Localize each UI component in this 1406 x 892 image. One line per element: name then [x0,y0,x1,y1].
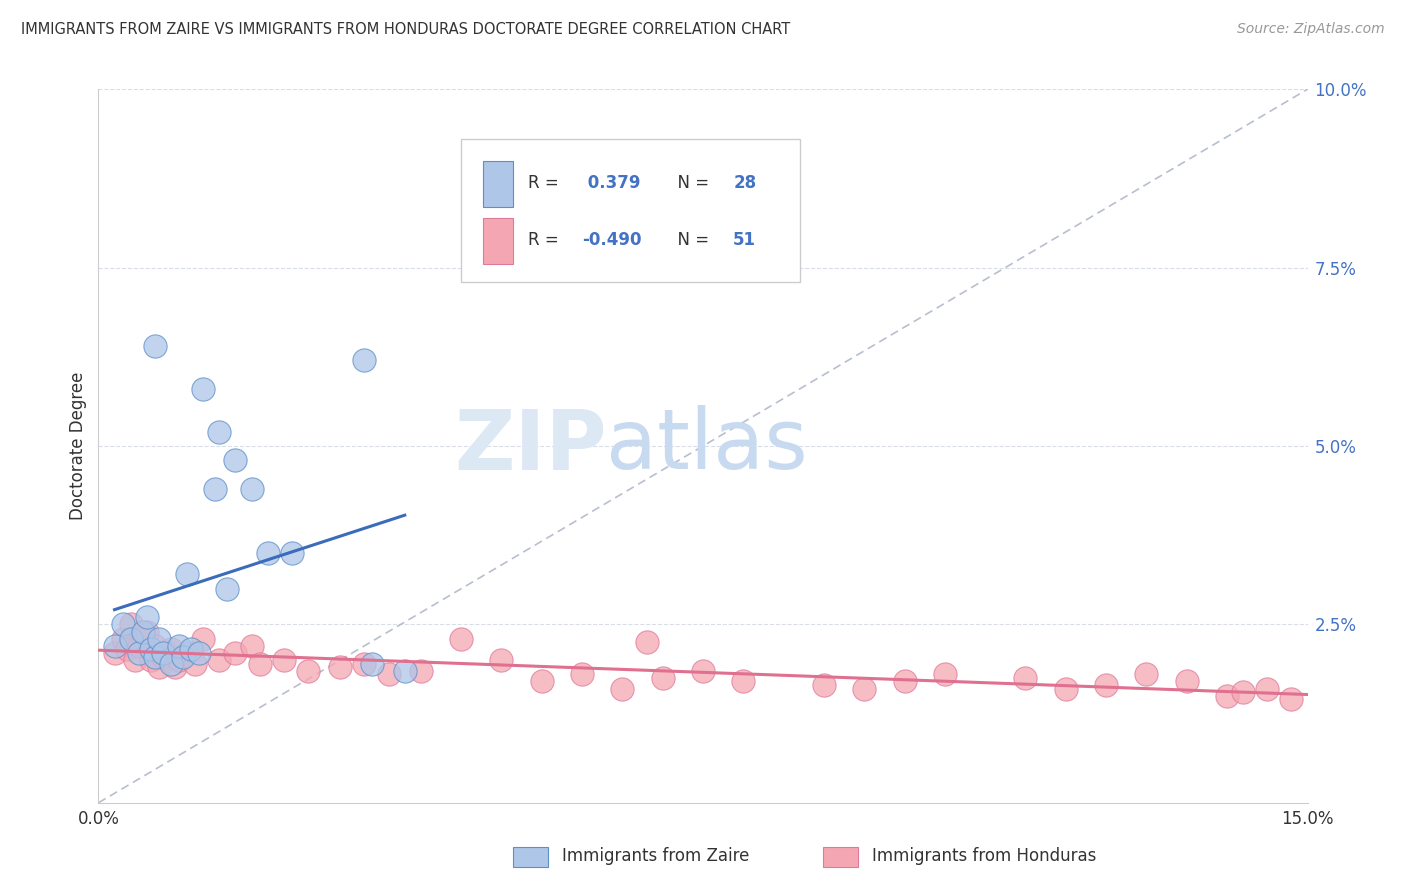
Point [636,635,658,649]
Point [256,546,278,560]
Point [160,642,183,657]
Point [733,674,755,689]
Point [208,653,231,667]
Point [139,653,162,667]
Text: atlas: atlas [606,406,808,486]
Point [152,646,174,660]
Point [361,657,384,671]
Point [135,624,157,639]
Point [204,482,226,496]
Text: 0.379: 0.379 [582,175,641,193]
Point [103,646,125,660]
Text: 28: 28 [734,175,756,193]
Point [103,639,125,653]
Point [139,642,162,657]
Point [813,678,835,692]
Point [176,567,198,582]
Point [240,639,263,653]
Text: Immigrants from Honduras: Immigrants from Honduras [872,847,1097,865]
Point [1281,692,1303,706]
Point [224,646,246,660]
Point [297,664,319,678]
Point [180,642,202,657]
Point [167,653,190,667]
Point [128,646,150,660]
Point [172,649,194,664]
Point [111,617,134,632]
Point [329,660,352,674]
Point [193,382,215,396]
Point [571,667,593,681]
Point [143,339,166,353]
Point [1232,685,1254,699]
Point [120,632,142,646]
Point [143,639,166,653]
Point [193,632,215,646]
Point [143,649,166,664]
Point [115,642,138,657]
Point [281,546,304,560]
Point [394,664,416,678]
Point [249,657,271,671]
Text: R =: R = [527,175,564,193]
Point [692,664,714,678]
Point [208,425,231,439]
Point [353,353,375,368]
Text: N =: N = [666,232,714,250]
Point [934,667,956,681]
Point [450,632,472,646]
FancyBboxPatch shape [482,218,513,264]
Point [893,674,915,689]
Point [853,681,876,696]
Point [132,632,155,646]
Point [217,582,239,596]
Text: IMMIGRANTS FROM ZAIRE VS IMMIGRANTS FROM HONDURAS DOCTORATE DEGREE CORRELATION C: IMMIGRANTS FROM ZAIRE VS IMMIGRANTS FROM… [21,22,790,37]
Point [1014,671,1036,685]
Point [135,610,157,624]
Text: ZIP: ZIP [454,406,606,486]
Text: Immigrants from Zaire: Immigrants from Zaire [562,847,749,865]
Point [163,660,186,674]
Point [160,657,183,671]
Point [156,646,179,660]
Point [148,660,170,674]
Point [1135,667,1157,681]
Point [1054,681,1077,696]
Y-axis label: Doctorate Degree: Doctorate Degree [69,372,87,520]
Point [651,671,673,685]
Point [1216,689,1239,703]
Point [240,482,263,496]
Point [612,681,634,696]
Point [124,653,146,667]
Point [184,657,207,671]
Point [176,646,198,660]
FancyBboxPatch shape [482,161,513,207]
Point [132,624,155,639]
Point [1095,678,1118,692]
Point [128,639,150,653]
Point [148,632,170,646]
Point [377,667,399,681]
Point [224,453,246,467]
Text: N =: N = [666,175,714,193]
Point [111,632,134,646]
Point [1256,681,1278,696]
Point [491,653,513,667]
Point [152,649,174,664]
Point [167,639,190,653]
Point [409,664,432,678]
Point [188,646,211,660]
Point [1175,674,1198,689]
Point [273,653,295,667]
Point [530,674,553,689]
Text: -0.490: -0.490 [582,232,641,250]
Point [353,657,375,671]
Text: Source: ZipAtlas.com: Source: ZipAtlas.com [1237,22,1385,37]
Text: 51: 51 [734,232,756,250]
FancyBboxPatch shape [461,139,800,282]
Point [120,617,142,632]
Text: R =: R = [527,232,564,250]
